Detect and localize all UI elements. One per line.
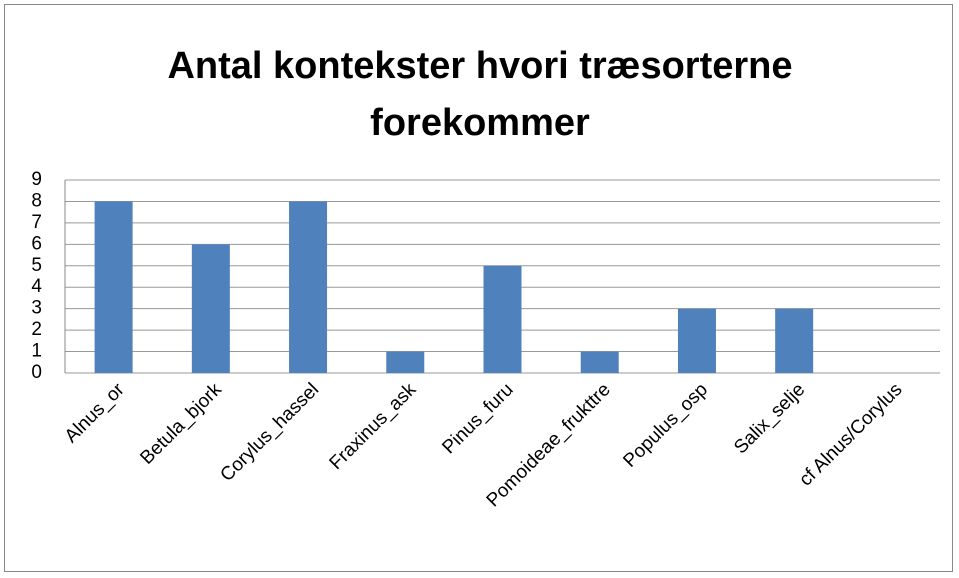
x-tick-label: Alnus_or [61,379,129,447]
y-tick-label: 3 [31,298,42,319]
bar [580,351,619,373]
y-tick-label: 2 [31,319,42,340]
bar [483,265,522,373]
y-tick-label: 5 [31,255,42,276]
bar [289,201,328,373]
y-tick-label: 0 [31,362,42,383]
x-tick-label: Salix_selje [730,379,809,458]
y-tick-label: 7 [31,212,42,233]
bar [677,308,716,373]
bar [775,308,814,373]
y-tick-label: 6 [31,233,42,254]
y-tick-label: 1 [31,341,42,362]
bar [94,201,133,373]
bar [191,244,230,373]
y-tick-label: 9 [31,169,42,190]
y-tick-label: 4 [31,276,42,297]
y-tick-label: 8 [31,190,42,211]
bar [386,351,425,373]
x-tick-label: Pinus_furu [438,379,517,458]
chart-title: Antal kontekster hvori træsorterne forek… [167,45,793,144]
x-tick-label: Fraxinus_ask [326,379,421,474]
chart-frame [4,4,953,572]
x-tick-label: cf Alnus/Corylus [795,379,906,490]
x-tick-label: Corylus_hassel [216,379,323,486]
x-tick-label: Populus_osp [619,379,712,472]
x-tick-label: Betula_bjork [136,379,226,469]
